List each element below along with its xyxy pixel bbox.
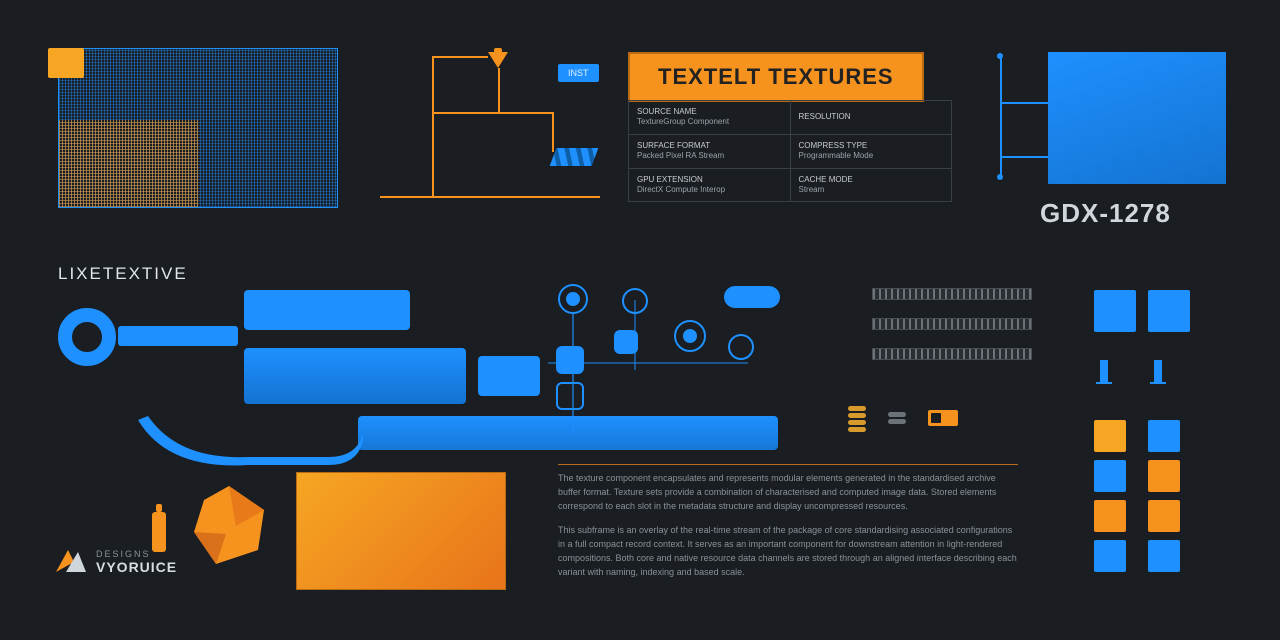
color-swatch — [1094, 420, 1126, 452]
spec-val: TextureGroup Component — [637, 117, 729, 126]
spec-key: RESOLUTION — [799, 112, 851, 121]
color-swatch — [1148, 290, 1190, 332]
assembly-handle — [128, 410, 368, 480]
pipe-segment — [432, 56, 434, 196]
spec-key: GPU EXTENSION — [637, 175, 703, 184]
assembly-part — [244, 348, 466, 404]
spec-val: DirectX Compute Interop — [637, 185, 725, 194]
tag-underline — [1150, 382, 1166, 384]
color-swatch — [1148, 460, 1180, 492]
material-card — [296, 472, 506, 590]
bottle-icon — [152, 512, 166, 552]
module-icon — [556, 382, 584, 410]
color-swatch — [1148, 540, 1180, 572]
pipe-segment — [498, 68, 500, 112]
funnel-icon — [488, 52, 508, 68]
spec-key: CACHE MODE — [799, 175, 853, 184]
chip-icon — [928, 410, 958, 426]
logo-icon — [54, 548, 88, 576]
connector-icon — [728, 334, 754, 360]
primary-swatch — [1048, 52, 1226, 184]
description-paragraph: This subframe is an overlay of the real-… — [558, 524, 1018, 580]
logo-brand: VYORUICE — [96, 559, 177, 575]
separator — [558, 464, 1018, 465]
spec-key: SOURCE NAME — [637, 107, 697, 116]
assembly-part — [244, 290, 410, 330]
coins-icon — [888, 410, 906, 424]
color-swatch — [1094, 500, 1126, 532]
brand-logo: DESIGNS VYORUICE — [54, 548, 177, 576]
color-swatch — [1094, 290, 1136, 332]
spec-val: Programmable Mode — [799, 151, 874, 160]
assembly-diagram — [58, 290, 818, 490]
lowpoly-icon — [186, 482, 272, 568]
spec-key: SURFACE FORMAT — [637, 141, 710, 150]
dial-center-icon — [683, 329, 697, 343]
spec-val: Stream — [799, 185, 825, 194]
ring-icon — [58, 308, 116, 366]
spec-table: SOURCE NAMETextureGroup Component RESOLU… — [628, 100, 952, 202]
header-title: TEXTELT TEXTURES — [628, 52, 924, 102]
spec-key: COMPRESS TYPE — [799, 141, 868, 150]
scale-ruler — [872, 318, 1032, 330]
module-icon — [556, 346, 584, 374]
description-block: The texture component encapsulates and r… — [558, 472, 1018, 590]
striped-tab — [550, 148, 599, 166]
dial-center-icon — [566, 292, 580, 306]
pipe-segment — [552, 112, 554, 152]
color-swatch — [1094, 540, 1126, 572]
pipe-segment — [380, 196, 600, 198]
pipe-segment — [432, 56, 488, 58]
scale-ruler — [872, 348, 1032, 360]
pipe-segment — [432, 112, 552, 114]
assembly-part — [358, 416, 778, 450]
tag-icon — [1100, 360, 1108, 382]
tag-icon — [1154, 360, 1162, 382]
tag-underline — [1096, 382, 1112, 384]
color-swatch — [1148, 500, 1180, 532]
coins-icon — [848, 404, 866, 432]
logo-sub: DESIGNS — [96, 549, 177, 559]
description-paragraph: The texture component encapsulates and r… — [558, 472, 1018, 514]
scale-ruler — [872, 288, 1032, 300]
pill-icon — [724, 286, 780, 308]
assembly-part — [478, 356, 540, 396]
color-swatch — [1148, 420, 1180, 452]
texture-badge — [48, 48, 84, 78]
inst-button[interactable]: INST — [558, 64, 599, 82]
assembly-part — [118, 326, 238, 346]
color-swatch — [1094, 460, 1126, 492]
spec-val: Packed Pixel RA Stream — [637, 151, 724, 160]
version-label: GDX-1278 — [1040, 198, 1171, 229]
section-label: LIXETEXTIVE — [58, 264, 188, 284]
texture-preview — [58, 48, 338, 208]
